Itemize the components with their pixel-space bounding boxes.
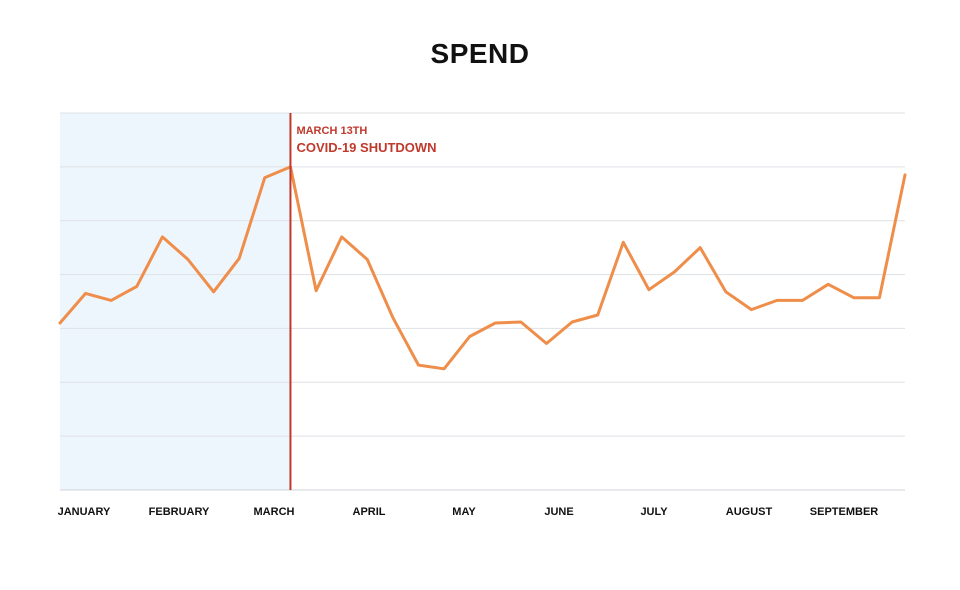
annotation-date-label: MARCH 13TH <box>296 125 367 137</box>
data-point <box>237 256 241 260</box>
x-tick-label: JUNE <box>544 506 573 518</box>
data-point <box>801 298 805 302</box>
x-tick-label: JANUARY <box>58 506 111 518</box>
data-point <box>314 289 318 293</box>
x-tick-label: MARCH <box>254 506 295 518</box>
data-point <box>647 288 651 292</box>
data-point <box>340 235 344 239</box>
data-point <box>58 321 62 325</box>
data-point <box>826 282 830 286</box>
data-point <box>570 320 574 324</box>
spend-series-line <box>58 165 907 371</box>
data-point <box>160 235 164 239</box>
data-point <box>365 257 369 261</box>
data-point <box>545 342 549 346</box>
data-point <box>698 246 702 250</box>
data-point <box>519 320 523 324</box>
data-point <box>186 257 190 261</box>
data-point <box>724 290 728 294</box>
data-point <box>416 363 420 367</box>
data-point <box>263 176 267 180</box>
annotation-event-label: COVID-19 SHUTDOWN <box>296 140 436 155</box>
data-point <box>212 290 216 294</box>
data-point <box>391 316 395 320</box>
data-point <box>84 291 88 295</box>
data-point <box>775 298 779 302</box>
x-tick-label: MAY <box>452 506 476 518</box>
x-tick-label: SEPTEMBER <box>810 506 879 518</box>
x-tick-label: APRIL <box>353 506 386 518</box>
data-point <box>468 335 472 339</box>
x-tick-label: FEBRUARY <box>149 506 210 518</box>
data-point <box>135 284 139 288</box>
x-tick-label: AUGUST <box>726 506 773 518</box>
data-point <box>673 270 677 274</box>
data-point <box>877 296 881 300</box>
x-tick-label: JULY <box>640 506 668 518</box>
chart-title: SPEND <box>430 38 530 69</box>
data-point <box>442 367 446 371</box>
pre-shutdown-shaded-region <box>60 113 291 490</box>
data-point <box>621 240 625 244</box>
data-point <box>749 308 753 312</box>
data-point <box>903 173 907 177</box>
data-point <box>596 313 600 317</box>
data-point <box>852 296 856 300</box>
data-point <box>493 321 497 325</box>
data-point <box>109 298 113 302</box>
